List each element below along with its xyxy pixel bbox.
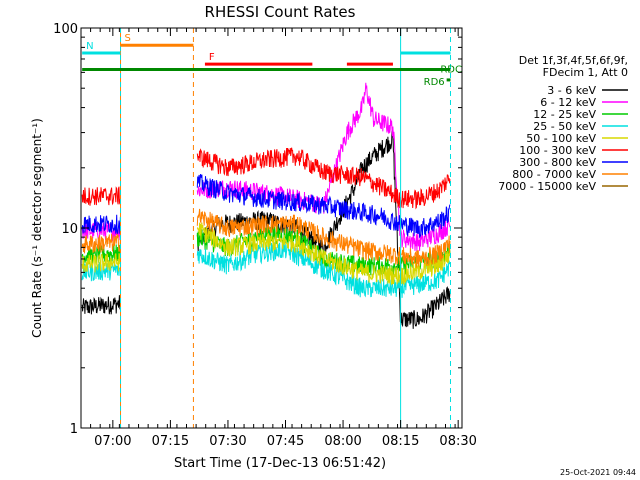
x-tick-label: 08:00 [324, 434, 361, 449]
annotation-label: RDC [440, 65, 462, 76]
series-line-4 [81, 222, 451, 286]
legend-entry-label: 800 - 7000 keV [512, 168, 596, 181]
annotation-label: S [125, 33, 131, 44]
annotation-label: RD6 [424, 77, 445, 88]
x-tick-label: 07:30 [209, 434, 246, 449]
series-line-3 [81, 240, 451, 298]
legend: Det 1f,3f,4f,5f,6f,9f,FDecim 1, Att 0 3 -… [498, 54, 628, 193]
chart-title: RHESSI Count Rates [205, 3, 356, 21]
legend-entry-label: 7000 - 15000 keV [498, 180, 596, 193]
legend-entry-label: 12 - 25 keV [533, 108, 596, 121]
legend-header-line: FDecim 1, Att 0 [543, 66, 628, 79]
y-axis-label: Count Rate (s⁻¹ detector segment⁻¹) [30, 118, 44, 338]
y-tick-label: 100 [53, 22, 78, 37]
legend-entry-label: 25 - 50 keV [533, 120, 596, 133]
x-tick-label: 07:45 [267, 434, 304, 449]
x-tick-label: 08:30 [439, 434, 476, 449]
annotation-label: F [209, 52, 215, 63]
footer-date: 25-Oct-2021 09:44 [560, 468, 636, 477]
legend-entry-label: 6 - 12 keV [540, 96, 596, 109]
annotation-label: N [86, 41, 93, 52]
x-tick-label: 07:15 [152, 434, 189, 449]
legend-entry-label: 50 - 100 keV [526, 132, 596, 145]
x-axis-label: Start Time (17-Dec-13 06:51:42) [174, 456, 386, 471]
x-tick-label: 08:15 [382, 434, 419, 449]
y-tick-label: 1 [70, 422, 78, 437]
legend-header-line: Det 1f,3f,4f,5f,6f,9f, [519, 54, 628, 67]
legend-entry-label: 3 - 6 keV [547, 84, 596, 97]
x-tick-label: 07:00 [94, 434, 131, 449]
series-line-6 [81, 174, 451, 238]
series-line-5 [81, 147, 451, 210]
y-tick-label: 10 [61, 222, 78, 237]
legend-entry-label: 100 - 300 keV [519, 144, 596, 157]
legend-entry-label: 300 - 800 keV [519, 156, 596, 169]
series-line-7 [81, 208, 451, 268]
